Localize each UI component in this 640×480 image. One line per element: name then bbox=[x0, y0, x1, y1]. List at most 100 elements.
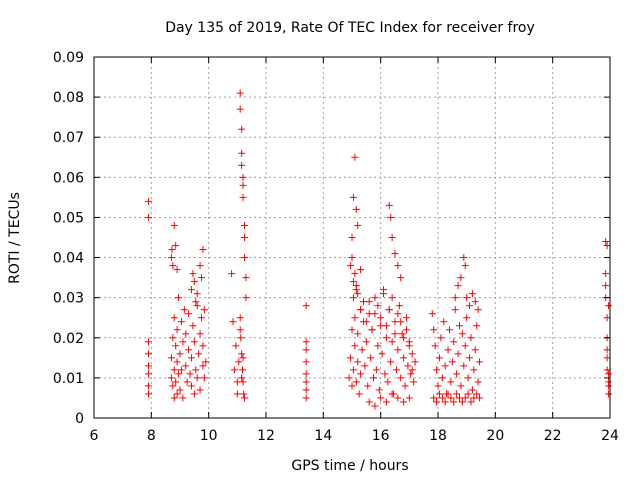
data-point bbox=[435, 354, 443, 362]
data-point bbox=[605, 382, 613, 390]
data-point bbox=[172, 342, 180, 350]
data-point bbox=[382, 322, 390, 330]
data-point bbox=[351, 314, 359, 322]
data-point bbox=[173, 266, 181, 274]
y-tick-label: 0.07 bbox=[53, 130, 84, 146]
data-point bbox=[200, 306, 208, 314]
data-point bbox=[460, 254, 468, 262]
data-point bbox=[372, 366, 380, 374]
data-point bbox=[170, 221, 178, 229]
data-point bbox=[468, 290, 476, 298]
data-point bbox=[392, 366, 400, 374]
data-point bbox=[464, 390, 472, 398]
y-tick-label: 0.08 bbox=[53, 90, 84, 106]
data-point bbox=[228, 270, 236, 278]
x-tick-label: 12 bbox=[257, 428, 275, 444]
data-point bbox=[454, 282, 462, 290]
data-point bbox=[605, 302, 613, 310]
data-point bbox=[233, 390, 241, 398]
data-point bbox=[238, 125, 246, 133]
data-point bbox=[192, 298, 200, 306]
data-point bbox=[167, 354, 175, 362]
data-point bbox=[382, 398, 390, 406]
data-point bbox=[605, 370, 613, 378]
data-point bbox=[407, 370, 415, 378]
tick-labels: 6 8 10 12 14 16 18 20 22 24 0 0.01 0.02 0.03 0.04 0.05 0… bbox=[53, 50, 619, 444]
data-point bbox=[187, 286, 195, 294]
x-tick-label: 6 bbox=[90, 428, 99, 444]
data-point bbox=[238, 366, 246, 374]
y-axis-label: ROTI / TECUs bbox=[7, 192, 23, 284]
data-point bbox=[352, 378, 360, 386]
data-point bbox=[391, 330, 399, 338]
data-point bbox=[187, 354, 195, 362]
data-point bbox=[444, 346, 452, 354]
data-point bbox=[402, 326, 410, 334]
data-point bbox=[144, 213, 152, 221]
data-point bbox=[603, 346, 611, 354]
data-point bbox=[144, 370, 152, 378]
data-point bbox=[453, 370, 461, 378]
data-point bbox=[473, 390, 481, 398]
data-point bbox=[463, 314, 471, 322]
data-point bbox=[603, 242, 611, 250]
data-point bbox=[237, 334, 245, 342]
data-point bbox=[239, 354, 247, 362]
data-point bbox=[461, 262, 469, 270]
data-point bbox=[302, 394, 310, 402]
y-tick-label: 0 bbox=[75, 411, 84, 427]
data-point bbox=[460, 362, 468, 370]
data-point bbox=[365, 310, 373, 318]
data-point bbox=[458, 398, 466, 406]
data-point bbox=[358, 346, 366, 354]
data-point bbox=[170, 394, 178, 402]
data-point bbox=[238, 161, 246, 169]
data-point bbox=[239, 193, 247, 201]
data-point bbox=[193, 290, 201, 298]
data-point bbox=[348, 382, 356, 390]
data-point bbox=[349, 294, 357, 302]
data-point bbox=[361, 362, 369, 370]
data-point bbox=[354, 221, 362, 229]
data-point bbox=[239, 181, 247, 189]
data-point bbox=[196, 262, 204, 270]
data-point bbox=[467, 334, 475, 342]
data-point bbox=[241, 234, 248, 241]
data-point bbox=[603, 314, 611, 322]
data-point bbox=[144, 338, 152, 346]
data-point bbox=[302, 346, 310, 354]
data-point bbox=[302, 338, 310, 346]
data-point bbox=[199, 342, 207, 350]
data-point bbox=[397, 374, 405, 382]
data-point bbox=[347, 262, 355, 270]
data-point bbox=[202, 358, 210, 366]
data-point bbox=[193, 374, 201, 382]
data-point bbox=[189, 270, 197, 278]
data-point bbox=[377, 314, 385, 322]
data-point bbox=[365, 398, 373, 406]
data-point bbox=[187, 382, 195, 390]
data-point bbox=[236, 314, 244, 322]
data-point bbox=[239, 173, 247, 181]
data-point bbox=[401, 382, 409, 390]
data-point bbox=[474, 306, 482, 314]
data-point bbox=[239, 378, 247, 386]
data-point bbox=[192, 366, 200, 374]
data-point bbox=[404, 362, 412, 370]
data-point bbox=[388, 338, 396, 346]
data-point bbox=[433, 398, 441, 406]
data-point bbox=[238, 374, 246, 382]
data-point bbox=[229, 318, 237, 326]
data-point bbox=[411, 358, 419, 366]
data-point bbox=[238, 350, 246, 358]
data-point bbox=[375, 386, 383, 394]
data-point bbox=[474, 378, 482, 386]
data-point bbox=[387, 358, 395, 366]
data-point bbox=[400, 334, 408, 342]
data-point bbox=[371, 402, 379, 410]
data-point bbox=[438, 394, 446, 402]
data-point bbox=[398, 330, 406, 338]
data-point bbox=[394, 394, 402, 402]
data-point bbox=[364, 382, 372, 390]
